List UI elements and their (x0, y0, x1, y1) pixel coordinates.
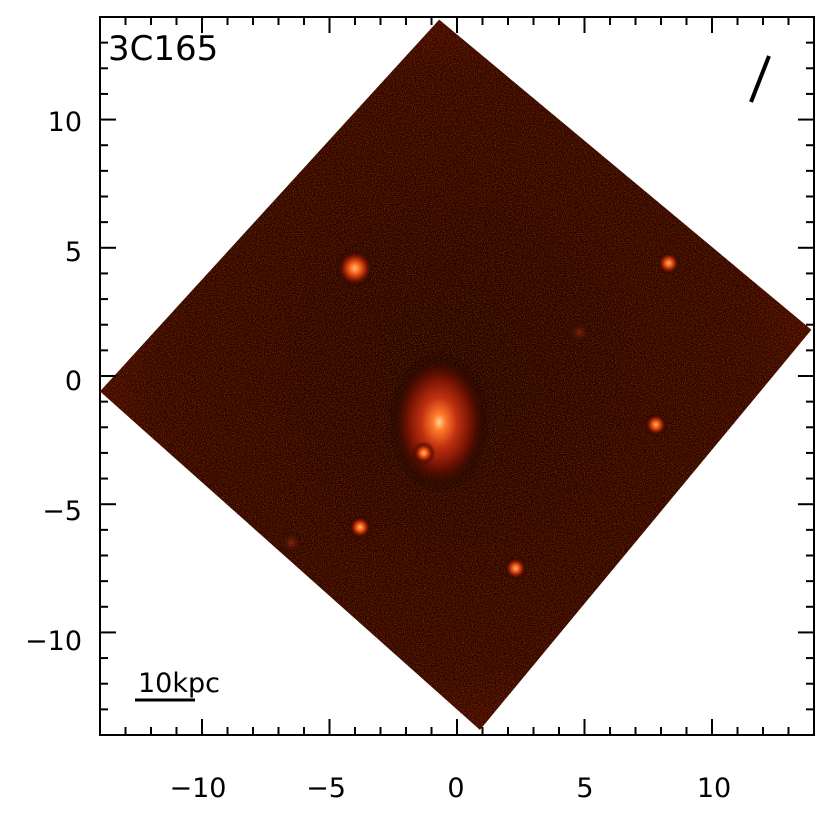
point-source-source (504, 556, 528, 580)
y-tick-label: 0 (65, 366, 82, 397)
x-tick-label: 0 (447, 773, 464, 804)
sources-layer (278, 249, 681, 580)
x-tick-label: 10 (697, 773, 731, 804)
x-tick-label: −5 (306, 773, 346, 804)
faint-source-source (566, 319, 593, 346)
orientation-marker (749, 55, 771, 103)
x-tick-label: −10 (170, 773, 227, 804)
scale-bar: 10kpc (135, 668, 220, 702)
y-axis-tick-labels: 10 5 0 −5 −10 (25, 107, 82, 657)
axis-ticks (100, 17, 814, 735)
scale-bar-label: 10kpc (138, 668, 220, 699)
companion-source (335, 249, 375, 288)
host-galaxy-source (388, 350, 491, 494)
y-tick-label: −5 (42, 496, 82, 527)
y-tick-label: −10 (25, 626, 82, 657)
x-axis-tick-labels: −10 −5 0 5 10 (170, 773, 732, 804)
point-source-source (657, 251, 681, 275)
object-label: 3C165 (108, 29, 218, 69)
point-source-source (644, 413, 668, 437)
y-tick-label: 5 (65, 237, 82, 268)
x-tick-label: 5 (576, 773, 593, 804)
faint-source-source (278, 529, 304, 556)
y-tick-label: 10 (48, 107, 82, 138)
point-source-source (348, 515, 372, 539)
point-source-source (412, 441, 436, 465)
